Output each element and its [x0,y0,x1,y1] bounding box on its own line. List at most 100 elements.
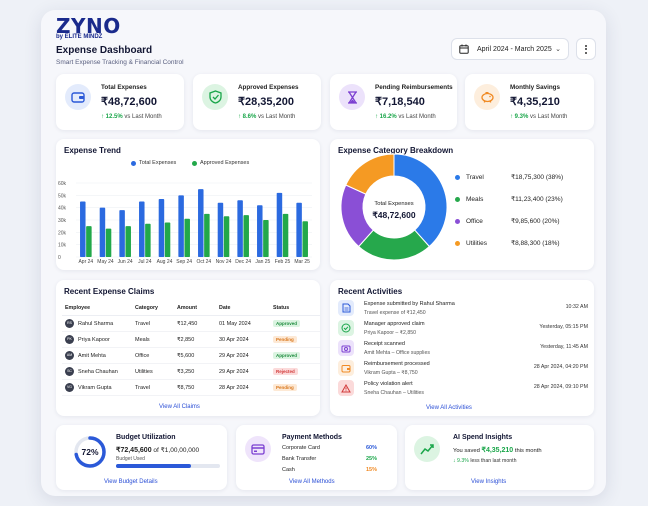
column-header: Employee [62,302,132,316]
bar-total[interactable] [296,202,302,257]
x-tick-label: Feb 25 [275,259,291,265]
column-header: Status [270,302,320,316]
kpi-card-monthly-savings[interactable]: Monthly Savings ₹4,35,210 ↑ 9.3% vs Last… [465,74,594,130]
bar-total[interactable] [99,207,106,257]
x-tick-label: Apr 24 [78,259,93,265]
activity-subtitle: Priya Kapoor – ₹2,850 [364,330,417,336]
bar-total[interactable] [158,199,165,257]
x-tick-label: Sep 24 [176,259,192,265]
arrow-up-icon: ↑ [375,114,378,120]
bar-total[interactable] [119,210,125,257]
bar-approved[interactable] [164,222,171,257]
view-all-claims-link[interactable]: View All Claims [159,404,200,410]
bar-approved[interactable] [125,226,131,257]
activity-time: 10:32 AM [565,304,588,310]
bar-total[interactable] [217,202,224,257]
chevron-down-icon: ⌄ [555,46,561,53]
table-row[interactable]: VG Vikram Gupta Travel ₹8,750 28 Apr 2024 Pen… [62,379,320,396]
arrow-down-icon: ↓ [453,458,456,464]
claims-table: Employee Category Amount Date Status RS R… [62,302,320,396]
expense-trend-chart: 0 10k 20k 30k 40k 50k 60k Apr 24 May 24 Jun 24 Jul… [58,181,312,265]
table-row[interactable]: PK Priya Kapoor Meals ₹2,850 30 Apr 2024 Pend… [62,331,320,348]
category-cell: Utilities [132,363,174,380]
bar-total[interactable] [276,192,283,257]
category-breakdown-card: Expense Category Breakdown Total Expense… [330,139,594,270]
bar-approved[interactable] [145,223,151,257]
donut-slice-travel[interactable] [393,153,448,248]
payment-method-row: Bank Transfer 25% [282,456,382,462]
status-badge: Approved [273,352,301,359]
x-tick-label: Dec 24 [235,259,251,265]
kpi-card-total-expenses[interactable]: Total Expenses ₹48,72,600 ↑ 12.5% vs Las… [56,74,184,130]
pie-legend-item: Travel ₹18,75,300 (38%) [455,173,575,181]
shield-check-icon [202,84,228,110]
bar-approved[interactable] [282,213,289,257]
pie-legend-item: Utilities ₹8,88,300 (18%) [455,239,575,247]
view-budget-details-link[interactable]: View Budget Details [104,479,158,485]
y-tick-label: 0 [58,255,61,261]
bar-approved[interactable] [302,221,308,257]
activity-item[interactable]: Policy violation alert Sneha Chauhan – Ut… [338,380,588,400]
bar-total[interactable] [139,201,145,258]
table-row[interactable]: AM Amit Mehta Office ₹5,600 29 Apr 2024 Appro… [62,347,320,364]
ai-savings-text: You saved ₹4,35,210 this month [453,447,542,454]
payment-method-name: Corporate Card [282,445,320,451]
bar-approved[interactable] [223,216,230,257]
budget-used-label: Budget Used [116,456,145,462]
bar-total[interactable] [198,189,204,257]
view-insights-link[interactable]: View Insights [471,479,507,485]
status-cell: Rejected [270,363,320,380]
budget-utilization-card: 72% Budget Utilization ₹72,45,600 of ₹1,… [56,425,227,490]
activity-item[interactable]: Expense submitted by Rahul Sharma Travel … [338,300,588,320]
category-donut-chart [340,153,448,261]
table-row[interactable]: RS Rahul Sharma Travel ₹12,450 01 May 2024 Ap… [62,315,320,332]
employee-cell: AM Amit Mehta [62,347,132,364]
legend-approved-expenses: Approved Expenses [192,160,249,166]
kpi-label: Approved Expenses [238,84,299,91]
status-badge: Approved [273,320,301,327]
y-tick-label: 20k [58,230,67,236]
view-all-activities-link[interactable]: View All Activities [426,405,472,411]
kpi-change: ↑ 12.5% vs Last Month [101,114,162,120]
budget-used-value: ₹72,45,600 of ₹1,00,00,000 [116,447,200,454]
view-all-methods-link[interactable]: View All Methods [289,479,335,485]
bar-approved[interactable] [184,218,190,257]
bar-approved[interactable] [263,220,269,257]
y-tick-label: 50k [58,193,67,199]
donut-center-value: ₹48,72,600 [372,210,416,220]
avatar: AM [65,351,74,360]
bar-approved[interactable] [204,213,210,257]
table-row[interactable]: SC Sneha Chauhan Utilities ₹3,250 29 Apr 202… [62,363,320,380]
expense-trend-card: Expense Trend Total Expenses Approved Ex… [56,139,320,270]
document-icon [338,300,354,316]
y-tick-label: 30k [58,218,67,224]
status-cell: Pending [270,379,320,396]
bar-approved[interactable] [243,215,249,257]
bar-approved[interactable] [105,228,112,257]
bar-total[interactable] [178,195,184,257]
bar-total[interactable] [80,201,86,258]
activity-item[interactable]: Manager approved claim Priya Kapoor – ₹2,… [338,320,588,340]
bar-total[interactable] [257,205,263,257]
credit-card-icon [245,436,271,462]
payment-method-row: Cash 15% [282,467,382,473]
activity-item[interactable]: Reimbursement processed Vikram Gupta – ₹8… [338,360,588,380]
payment-method-name: Cash [282,467,295,473]
ai-insights-title: AI Spend Insights [453,434,513,441]
status-cell: Approved [270,315,320,332]
date-range-picker[interactable]: April 2024 - March 2025 ⌄ [451,38,569,60]
bar-total[interactable] [237,200,243,257]
date-range-label: April 2024 - March 2025 [477,45,552,53]
kpi-card-pending-reimbursements[interactable]: Pending Reimbursements ₹7,18,540 ↑ 16.2%… [330,74,457,130]
donut-slice-utilities[interactable] [345,153,395,195]
kpi-label: Total Expenses [101,84,147,91]
kpi-change: ↑ 9.3% vs Last Month [510,114,568,120]
kpi-card-approved-expenses[interactable]: Approved Expenses ₹28,35,200 ↑ 8.6% vs L… [193,74,321,130]
activity-item[interactable]: Receipt scanned Amit Mehta – Office suppl… [338,340,588,360]
recent-activities-card: Recent Activities Expense submitted by R… [330,280,594,416]
more-options-button[interactable] [576,38,596,60]
activity-time: 28 Apr 2024, 09:10 PM [533,384,588,390]
activity-title: Receipt scanned [364,341,405,347]
payment-methods-card: Payment Methods Corporate Card 60% Bank Tr… [236,425,397,490]
bar-approved[interactable] [86,226,92,257]
